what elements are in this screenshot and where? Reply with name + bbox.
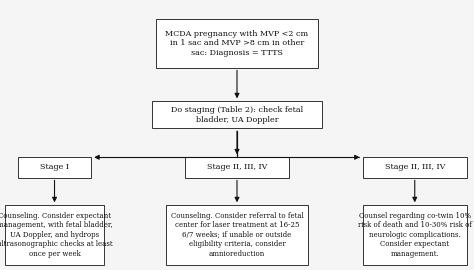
Text: Counseling. Consider expectant
management, with fetal bladder,
UA Doppler, and h: Counseling. Consider expectant managemen… [0, 212, 112, 258]
Text: MCDA pregnancy with MVP <2 cm
in 1 sac and MVP >8 cm in other
sac: Diagnosis = T: MCDA pregnancy with MVP <2 cm in 1 sac a… [165, 30, 309, 57]
FancyBboxPatch shape [152, 101, 322, 128]
Text: Stage II, III, IV: Stage II, III, IV [384, 163, 445, 171]
Text: Counseling. Consider referral to fetal
center for laser treatment at 16-25
6/7 w: Counseling. Consider referral to fetal c… [171, 212, 303, 258]
Text: Stage I: Stage I [40, 163, 69, 171]
Text: Do staging (Table 2): check fetal
bladder, UA Doppler: Do staging (Table 2): check fetal bladde… [171, 106, 303, 123]
FancyBboxPatch shape [18, 157, 91, 178]
FancyBboxPatch shape [363, 157, 467, 178]
FancyBboxPatch shape [156, 19, 318, 68]
FancyBboxPatch shape [185, 157, 289, 178]
FancyBboxPatch shape [363, 205, 467, 265]
FancyBboxPatch shape [166, 205, 308, 265]
FancyBboxPatch shape [5, 205, 104, 265]
Text: Stage II, III, IV: Stage II, III, IV [207, 163, 267, 171]
Text: Counsel regarding co-twin 10%
risk of death and 10-30% risk of
neurologic compli: Counsel regarding co-twin 10% risk of de… [358, 212, 472, 258]
